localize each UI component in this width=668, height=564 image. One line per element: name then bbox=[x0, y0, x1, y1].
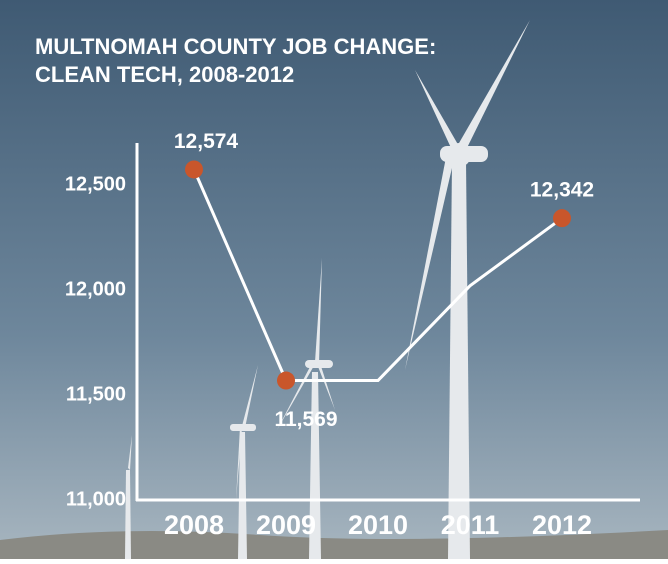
x-tick-label: 2012 bbox=[532, 510, 592, 540]
marker bbox=[553, 209, 571, 228]
y-tick-label: 11,500 bbox=[66, 383, 126, 405]
chart-title: CLEAN TECH, 2008-2012 bbox=[35, 62, 294, 87]
x-tick-label: 2010 bbox=[348, 510, 408, 540]
marker bbox=[277, 371, 295, 390]
chart-title: MULTNOMAH COUNTY JOB CHANGE: bbox=[35, 34, 436, 59]
hills bbox=[0, 530, 668, 559]
marker bbox=[185, 160, 203, 179]
y-tick-label: 12,500 bbox=[65, 173, 126, 195]
line bbox=[192, 168, 563, 383]
value-label: 12,342 bbox=[530, 179, 594, 202]
x-tick-label: 2008 bbox=[164, 510, 224, 540]
x-tick-label: 2009 bbox=[256, 510, 316, 540]
y-tick-label: 12,000 bbox=[65, 278, 126, 300]
value-label: 11,569 bbox=[274, 408, 337, 431]
x-tick-label: 2011 bbox=[441, 510, 500, 540]
value-label: 12,574 bbox=[174, 130, 239, 153]
y-tick-label: 11,000 bbox=[66, 488, 126, 510]
turbines bbox=[125, 20, 530, 559]
